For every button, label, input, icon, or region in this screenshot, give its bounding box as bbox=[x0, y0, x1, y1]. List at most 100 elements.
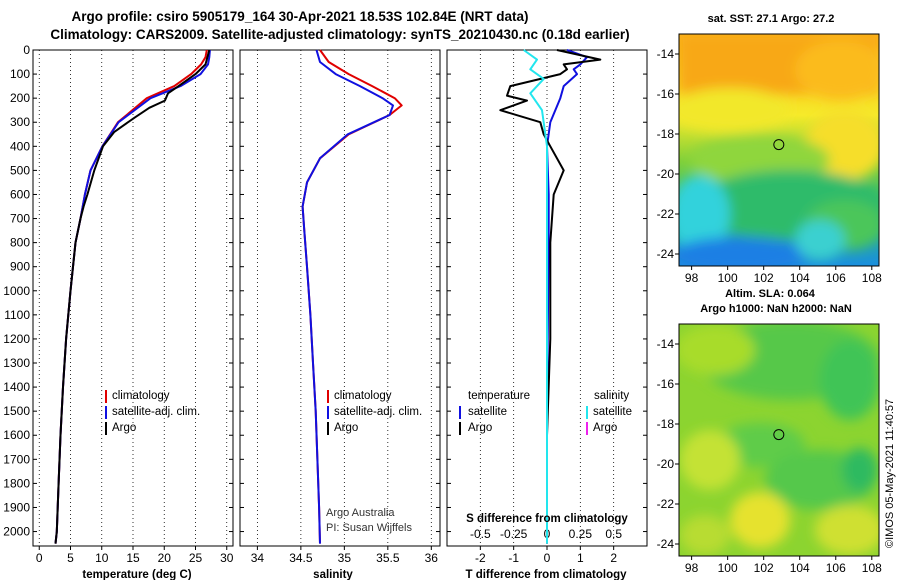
lon-tick-label: 100 bbox=[718, 561, 738, 575]
float-position-marker bbox=[773, 139, 785, 151]
lon-tick-label: 98 bbox=[685, 271, 699, 285]
lon-tick-label: 104 bbox=[790, 561, 810, 575]
temperature-legend: climatology satellite-adj. clim. Argo bbox=[105, 390, 200, 435]
lon-tick-label: 108 bbox=[862, 561, 882, 575]
argo-australia-credit: Argo Australia bbox=[326, 507, 395, 519]
series-line-satellite-adj-clim bbox=[54, 49, 211, 544]
legend-label-s-satellite: satellite bbox=[593, 406, 632, 418]
x-tick-label: 0 bbox=[544, 551, 551, 565]
sla-map-frame bbox=[678, 323, 880, 557]
x-tick-label: 36 bbox=[425, 551, 439, 565]
lon-tick-label: 108 bbox=[862, 271, 882, 285]
lat-tick-label: -18 bbox=[657, 127, 675, 141]
sla-map-title: Altim. SLA: 0.064 bbox=[725, 288, 816, 300]
depth-tick-label: 1900 bbox=[3, 500, 30, 514]
sla-map-subtitle: Argo h1000: NaN h2000: NaN bbox=[700, 303, 852, 315]
imos-credit: ©IMOS 05-May-2021 11:40:57 bbox=[884, 399, 896, 548]
depth-tick-label: 1400 bbox=[3, 380, 30, 394]
x-tick-label: 15 bbox=[126, 551, 140, 565]
lon-tick-label: 98 bbox=[685, 561, 699, 575]
x-tick-label: 5 bbox=[67, 551, 74, 565]
difference-plot: -2 -1 0 1 2-0.5 -0.25 0 0.25 0.5 bbox=[447, 49, 647, 565]
s-diff-tick-label: 0.5 bbox=[605, 527, 622, 541]
depth-tick-label: 1800 bbox=[3, 476, 30, 490]
lat-tick-label: -22 bbox=[657, 497, 675, 511]
temperature-plot: 0 5 10 15 20 25 300100200300400500600700800900… bbox=[3, 43, 233, 565]
depth-tick-label: 0 bbox=[23, 43, 30, 57]
lat-tick-label: -14 bbox=[657, 337, 675, 351]
x-tick-label: 34 bbox=[251, 551, 265, 565]
sla-map bbox=[679, 324, 879, 556]
x-tick-label: 1 bbox=[577, 551, 584, 565]
difference-legend: temperature salinity satellite Argo sate… bbox=[459, 390, 632, 525]
depth-tick-label: 100 bbox=[10, 67, 30, 81]
legend-label-argo: Argo bbox=[334, 422, 358, 434]
lon-tick-label: 104 bbox=[790, 271, 810, 285]
lat-tick-label: -16 bbox=[657, 377, 675, 391]
x-tick-label: 2 bbox=[610, 551, 617, 565]
depth-tick-label: 1100 bbox=[4, 308, 30, 322]
sla-map-axes: 98 100 102 104 106 108 -14 -16 -18 -20 -22 -24 bbox=[657, 337, 882, 575]
lat-tick-label: -24 bbox=[657, 537, 675, 551]
x-tick-label: 34.5 bbox=[289, 551, 313, 565]
lat-tick-label: -22 bbox=[657, 207, 675, 221]
series-line-argo bbox=[54, 49, 211, 544]
depth-tick-label: 800 bbox=[10, 236, 30, 250]
lat-tick-label: -20 bbox=[657, 457, 675, 471]
s-diff-tick-label: -0.25 bbox=[500, 527, 528, 541]
legend-label-satellite: satellite-adj. clim. bbox=[112, 406, 200, 418]
figure-title-line-2: Climatology: CARS2009. Satellite-adjuste… bbox=[50, 27, 629, 42]
legend-label-satellite: satellite-adj. clim. bbox=[334, 406, 422, 418]
x-tick-label: 25 bbox=[189, 551, 203, 565]
legend-label-s-argo: Argo bbox=[593, 422, 617, 434]
legend-label-t-satellite: satellite bbox=[468, 406, 507, 418]
figure-title-line-1: Argo profile: csiro 5905179_164 30-Apr-2… bbox=[72, 9, 529, 24]
series-line-t-satellite bbox=[546, 49, 588, 544]
depth-tick-label: 300 bbox=[10, 115, 30, 129]
x-tick-label: 20 bbox=[158, 551, 172, 565]
depth-tick-label: 600 bbox=[10, 187, 30, 201]
legend-label-argo: Argo bbox=[112, 422, 136, 434]
depth-tick-label: 900 bbox=[10, 260, 30, 274]
lon-tick-label: 106 bbox=[826, 561, 846, 575]
depth-tick-label: 1200 bbox=[3, 332, 30, 346]
depth-tick-label: 400 bbox=[10, 139, 30, 153]
x-tick-label: 35.5 bbox=[376, 551, 400, 565]
salinity-legend: climatology satellite-adj. clim. Argo Ar… bbox=[326, 390, 422, 534]
x-tick-label: -2 bbox=[475, 551, 486, 565]
temperature-axis-label: temperature (deg C) bbox=[82, 569, 191, 580]
legend-header-temperature: temperature bbox=[468, 390, 530, 402]
pi-credit: PI: Susan Wijffels bbox=[326, 522, 412, 534]
lon-tick-label: 100 bbox=[718, 271, 738, 285]
depth-tick-label: 1500 bbox=[3, 404, 30, 418]
series-line-s-satellite bbox=[523, 49, 548, 544]
depth-tick-label: 700 bbox=[10, 212, 30, 226]
lon-tick-label: 102 bbox=[754, 561, 774, 575]
legend-label-t-argo: Argo bbox=[468, 422, 492, 434]
s-diff-tick-label: 0.25 bbox=[569, 527, 593, 541]
salinity-axis-label: salinity bbox=[313, 569, 353, 580]
depth-tick-label: 500 bbox=[10, 163, 30, 177]
lat-tick-label: -20 bbox=[657, 167, 675, 181]
depth-tick-label: 200 bbox=[10, 91, 30, 105]
t-difference-axis-label: T difference from climatology bbox=[465, 569, 627, 580]
lat-tick-label: -14 bbox=[657, 47, 675, 61]
sst-map-axes: 98 100 102 104 106 108 -14 -16 -18 -20 -22 -24 bbox=[657, 47, 882, 285]
salinity-panel-frame bbox=[239, 49, 441, 547]
x-tick-label: 30 bbox=[220, 551, 234, 565]
series-line-t-argo bbox=[499, 49, 602, 544]
x-tick-label: -1 bbox=[508, 551, 519, 565]
float-position-marker bbox=[773, 429, 785, 441]
legend-label-climatology: climatology bbox=[334, 390, 392, 402]
legend-label-climatology: climatology bbox=[112, 390, 170, 402]
lat-tick-label: -18 bbox=[657, 417, 675, 431]
depth-tick-label: 1300 bbox=[3, 356, 30, 370]
lat-tick-label: -24 bbox=[657, 247, 675, 261]
x-tick-label: 10 bbox=[95, 551, 109, 565]
lon-tick-label: 106 bbox=[826, 271, 846, 285]
depth-tick-label: 2000 bbox=[3, 525, 30, 539]
depth-tick-label: 1600 bbox=[3, 428, 30, 442]
series-line-satellite-adj-clim bbox=[301, 49, 394, 544]
sst-map-title: sat. SST: 27.1 Argo: 27.2 bbox=[708, 13, 835, 25]
